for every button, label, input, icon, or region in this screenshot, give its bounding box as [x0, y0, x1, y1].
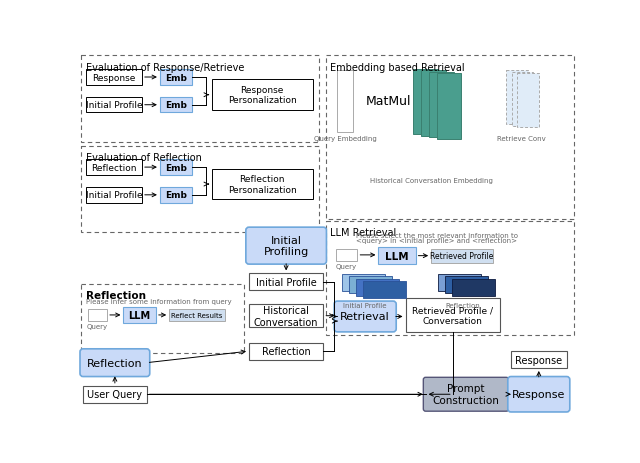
- Bar: [356, 279, 399, 296]
- Bar: [326, 221, 575, 335]
- Bar: [511, 351, 566, 368]
- Text: Reflection: Reflection: [262, 346, 310, 357]
- Text: Please infer some information from query: Please infer some information from query: [86, 298, 232, 304]
- Text: Emb: Emb: [165, 163, 187, 172]
- Text: Prompt
Construction: Prompt Construction: [433, 384, 499, 405]
- Bar: [160, 70, 193, 86]
- Bar: [337, 71, 353, 132]
- Text: Reflection: Reflection: [92, 163, 137, 172]
- Bar: [124, 307, 156, 323]
- Bar: [413, 69, 438, 135]
- Text: Retrieved Profile: Retrieved Profile: [430, 251, 494, 261]
- Text: Response: Response: [92, 73, 136, 82]
- Bar: [363, 282, 406, 298]
- Text: Initial Profile: Initial Profile: [256, 277, 317, 287]
- Bar: [83, 386, 147, 403]
- Bar: [436, 74, 461, 139]
- Bar: [160, 98, 193, 113]
- Text: Response
Personalization: Response Personalization: [228, 86, 296, 105]
- Text: LLM Retrieval: LLM Retrieval: [330, 228, 397, 238]
- FancyBboxPatch shape: [423, 377, 509, 411]
- Text: User Query: User Query: [88, 389, 142, 400]
- Bar: [517, 74, 539, 128]
- Text: Historical
Conversation: Historical Conversation: [254, 305, 319, 327]
- Bar: [86, 160, 142, 175]
- Bar: [81, 285, 244, 354]
- Text: Reflection: Reflection: [445, 302, 480, 308]
- Bar: [169, 309, 225, 321]
- Bar: [326, 56, 575, 219]
- Text: Retrieved Profile /
Conversation: Retrieved Profile / Conversation: [412, 306, 493, 325]
- Text: Initial Profile: Initial Profile: [344, 302, 387, 308]
- Bar: [452, 279, 495, 296]
- Text: Initial Profile: Initial Profile: [86, 191, 143, 200]
- Bar: [445, 277, 488, 294]
- Bar: [336, 249, 358, 262]
- Bar: [212, 169, 312, 200]
- Text: Response: Response: [512, 389, 566, 400]
- Text: Emb: Emb: [165, 73, 187, 82]
- Bar: [81, 146, 319, 232]
- Text: Embedding based Retrieval: Embedding based Retrieval: [330, 63, 465, 72]
- Bar: [406, 298, 500, 332]
- Bar: [86, 70, 142, 86]
- Bar: [511, 73, 533, 126]
- Text: Initial
Profiling: Initial Profiling: [264, 235, 308, 257]
- Bar: [431, 249, 493, 263]
- FancyBboxPatch shape: [80, 349, 150, 377]
- Bar: [378, 248, 415, 264]
- Bar: [506, 71, 528, 125]
- Bar: [212, 80, 312, 111]
- Text: Response: Response: [515, 355, 563, 365]
- Text: Emb: Emb: [165, 101, 187, 110]
- Text: Historical Conversation Embedding: Historical Conversation Embedding: [370, 178, 493, 184]
- Bar: [349, 277, 392, 294]
- Bar: [86, 188, 142, 203]
- Bar: [88, 309, 107, 321]
- Text: Query: Query: [336, 263, 357, 269]
- FancyBboxPatch shape: [246, 228, 326, 264]
- Text: Query: Query: [86, 323, 108, 329]
- Text: Query Embedding: Query Embedding: [314, 136, 376, 142]
- Text: Initial Profile: Initial Profile: [86, 101, 143, 110]
- Bar: [249, 305, 323, 327]
- Bar: [160, 188, 193, 203]
- Bar: [249, 343, 323, 360]
- FancyBboxPatch shape: [508, 377, 570, 412]
- Text: Retrieval: Retrieval: [340, 312, 390, 322]
- Bar: [249, 274, 323, 291]
- Text: Retrieve Conv: Retrieve Conv: [497, 136, 545, 142]
- Text: LLM: LLM: [129, 310, 151, 320]
- Bar: [86, 98, 142, 113]
- Text: Reflection
Personalization: Reflection Personalization: [228, 175, 296, 194]
- Text: Reflection: Reflection: [87, 358, 143, 368]
- Bar: [438, 275, 481, 291]
- FancyBboxPatch shape: [334, 301, 396, 332]
- Bar: [429, 73, 454, 138]
- Text: <query> in <initial profile> and <reflection>: <query> in <initial profile> and <reflec…: [356, 238, 517, 244]
- Text: LLM: LLM: [385, 251, 409, 261]
- Bar: [81, 56, 319, 143]
- Text: Please select the most relevant information to: Please select the most relevant informat…: [355, 232, 518, 238]
- Bar: [342, 275, 385, 291]
- Text: Reflect Results: Reflect Results: [172, 312, 223, 318]
- Text: MatMul: MatMul: [365, 95, 412, 108]
- Text: Reflection: Reflection: [86, 290, 146, 300]
- Text: Emb: Emb: [165, 191, 187, 200]
- Bar: [160, 160, 193, 175]
- Bar: [421, 71, 446, 136]
- Text: Evaluation of Response/Retrieve: Evaluation of Response/Retrieve: [86, 63, 244, 72]
- Text: Evaluation of Reflection: Evaluation of Reflection: [86, 152, 202, 163]
